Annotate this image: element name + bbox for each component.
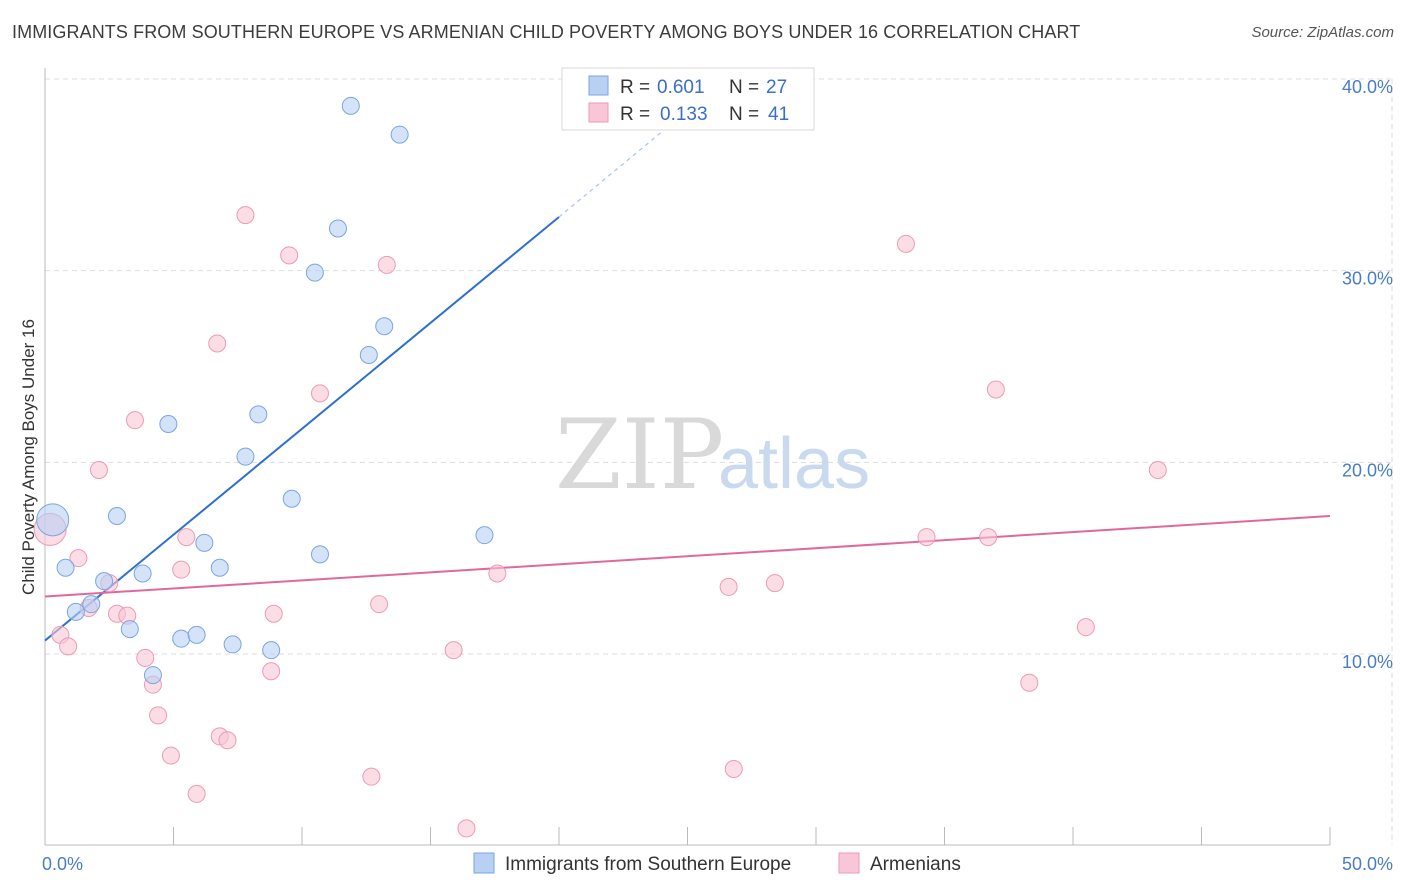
point-southern-europe-3 [82,595,101,614]
point-armenians-38 [1020,673,1039,692]
watermark-zip: ZIP [555,399,724,511]
point-armenians-30 [488,564,507,583]
point-southern-europe-24 [375,317,394,336]
legend-swatch-pink [588,102,609,123]
point-armenians-31 [719,577,738,596]
point-southern-europe-14 [223,635,242,654]
series-legend: Immigrants from Southern Europe Armenian… [473,852,961,875]
point-armenians-37 [986,380,1005,399]
point-armenians-36 [979,528,998,547]
series-legend-label-blue: Immigrants from Southern Europe [505,854,791,875]
point-southern-europe-1 [56,558,75,577]
point-armenians-28 [444,641,463,660]
chart-title: IMMIGRANTS FROM SOUTHERN EUROPE VS ARMEN… [12,22,1081,42]
trend-line-blue-extension [558,120,676,218]
legend-swatch-blue [588,75,609,96]
point-armenians-3 [69,549,88,568]
point-southern-europe-7 [133,564,152,583]
y-tick-label-3: 40.0% [1342,77,1393,97]
legend-r-value-pink: 0.133 [660,104,708,125]
point-armenians-26 [370,595,389,614]
legend-r-label-pink: R = [620,104,650,125]
point-southern-europe-22 [341,96,360,115]
point-armenians-35 [917,528,936,547]
series-legend-label-pink: Armenians [870,854,961,875]
point-armenians-10 [136,648,155,667]
point-southern-europe-20 [310,545,329,564]
point-southern-europe-10 [172,629,191,648]
point-armenians-21 [262,662,281,681]
point-southern-europe-17 [262,641,281,660]
point-southern-europe-18 [282,489,301,508]
point-armenians-9 [125,411,144,430]
legend-n-label-pink: N = [729,104,759,125]
point-southern-europe-5 [107,507,126,525]
series-legend-swatch-pink [838,852,860,874]
point-southern-europe-19 [305,263,324,282]
y-tick-label-2: 30.0% [1342,269,1393,289]
y-tick-label-1: 20.0% [1342,460,1393,480]
point-southern-europe-4 [95,572,114,591]
point-southern-europe-2 [66,602,85,621]
point-southern-europe-25 [390,125,409,144]
point-armenians-12 [149,706,168,725]
watermark-atlas: atlas [718,424,870,504]
axes: 10.0% 20.0% 30.0% 40.0% 0.0% 50.0% [42,68,1393,874]
point-armenians-5 [89,461,108,479]
point-armenians-20 [236,206,255,225]
point-armenians-40 [1148,461,1167,479]
x-tick-label-1: 50.0% [1342,854,1393,874]
trend-line-pink [44,515,1331,598]
point-southern-europe-0 [36,503,70,537]
point-armenians-15 [177,528,196,547]
point-armenians-33 [765,574,784,593]
y-tick-label-0: 10.0% [1342,652,1393,672]
legend-r-label-blue: R = [620,77,650,98]
point-southern-europe-26 [475,526,494,545]
x-tick-label-0: 0.0% [42,854,83,874]
point-southern-europe-15 [236,447,255,466]
point-southern-europe-16 [249,405,268,424]
point-southern-europe-21 [328,219,347,238]
series-legend-swatch-blue [473,852,495,874]
trend-line-blue [44,216,560,642]
point-southern-europe-13 [210,558,229,577]
grid-lines [45,78,1393,845]
point-southern-europe-12 [195,533,214,552]
point-armenians-29 [457,819,476,838]
point-armenians-2 [59,637,78,656]
point-armenians-17 [208,334,227,353]
stats-legend: R = 0.601 N = 27 R = 0.133 N = 41 [561,67,815,131]
point-armenians-16 [187,784,206,803]
point-armenians-39 [1076,618,1095,637]
legend-r-value-blue: 0.601 [657,77,705,98]
trend-lines [44,120,1331,642]
point-southern-europe-8 [143,666,162,685]
point-armenians-14 [172,560,191,579]
data-points [33,96,1167,838]
legend-n-value-blue: 27 [766,77,787,98]
point-armenians-23 [280,246,299,265]
point-armenians-13 [161,746,180,765]
point-armenians-24 [310,384,329,403]
legend-n-value-pink: 41 [768,104,789,125]
point-armenians-19 [218,731,237,750]
point-southern-europe-6 [120,620,139,639]
point-southern-europe-9 [159,415,178,433]
y-axis-title: Child Poverty Among Boys Under 16 [19,319,38,595]
point-southern-europe-11 [187,625,206,644]
point-armenians-32 [724,760,743,778]
point-armenians-22 [264,604,283,623]
legend-n-label-blue: N = [729,77,759,98]
point-armenians-25 [362,767,381,786]
watermark: ZIP atlas [555,399,870,511]
point-armenians-34 [896,234,915,253]
chart-source: Source: ZipAtlas.com [1251,24,1394,41]
point-armenians-27 [377,255,396,274]
point-southern-europe-23 [359,346,378,364]
